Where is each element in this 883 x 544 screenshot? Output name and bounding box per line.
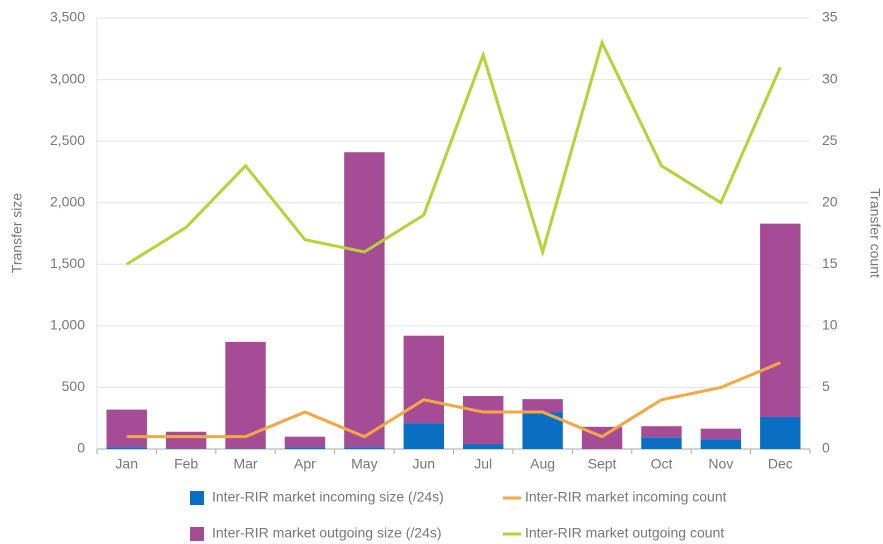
- x-tick-label: Jun: [413, 456, 436, 472]
- y2-tick-label: 20: [822, 193, 838, 209]
- x-tick-label: Jan: [115, 456, 138, 472]
- y-tick-label: 3,000: [50, 70, 85, 86]
- x-tick-label: Oct: [651, 456, 673, 472]
- x-tick-label: Jul: [474, 456, 492, 472]
- bar: [344, 447, 385, 449]
- legend-swatch: [190, 491, 204, 505]
- y-tick-label: 2,000: [50, 193, 85, 209]
- bar: [700, 439, 742, 449]
- y-tick-label: 2,500: [50, 132, 85, 148]
- bar: [641, 426, 682, 438]
- y2-tick-label: 30: [822, 70, 838, 86]
- x-tick-label: Sept: [588, 456, 617, 472]
- y2-tick-label: 25: [822, 132, 838, 148]
- y-axis-title: Transfer size: [9, 193, 25, 274]
- bar: [522, 399, 563, 413]
- x-tick-label: Apr: [294, 456, 316, 472]
- y-tick-label: 1,500: [50, 255, 85, 271]
- x-tick-label: Aug: [530, 456, 555, 472]
- bar: [106, 447, 147, 449]
- y-tick-label: 3,500: [50, 9, 85, 25]
- x-tick-label: Dec: [768, 456, 793, 472]
- legend-label: Inter-RIR market incoming count: [525, 489, 727, 505]
- bar: [165, 431, 207, 449]
- y2-tick-label: 0: [822, 440, 830, 456]
- legend-label: Inter-RIR market outgoing size (/24s): [212, 525, 442, 541]
- legend-swatch: [190, 527, 204, 541]
- line: [125, 38, 782, 266]
- bar: [225, 448, 266, 449]
- y2-axis-title: Transfer count: [867, 188, 883, 278]
- line: [126, 361, 781, 439]
- x-tick-label: Mar: [233, 456, 257, 472]
- bar: [463, 396, 504, 445]
- bar: [403, 423, 444, 449]
- y-tick-label: 1,000: [50, 317, 85, 333]
- bar: [284, 436, 326, 448]
- bar: [700, 428, 742, 440]
- y2-tick-label: 5: [822, 378, 830, 394]
- legend-label: Inter-RIR market incoming size (/24s): [212, 489, 444, 505]
- y2-tick-label: 35: [822, 9, 838, 25]
- legend-label: Inter-RIR market outgoing count: [525, 525, 724, 541]
- x-tick-label: Feb: [174, 456, 198, 472]
- bar: [760, 416, 801, 449]
- y-tick-label: 500: [62, 378, 86, 394]
- bar: [344, 152, 385, 448]
- y-tick-label: 0: [77, 440, 85, 456]
- x-tick-label: May: [351, 456, 377, 472]
- bar: [641, 437, 682, 449]
- y2-tick-label: 15: [822, 255, 838, 271]
- bar: [463, 444, 504, 449]
- bar: [106, 409, 147, 448]
- y2-tick-label: 10: [822, 317, 838, 333]
- x-tick-label: Nov: [708, 456, 733, 472]
- bar: [284, 447, 326, 449]
- bar: [165, 448, 207, 449]
- bar: [760, 223, 801, 417]
